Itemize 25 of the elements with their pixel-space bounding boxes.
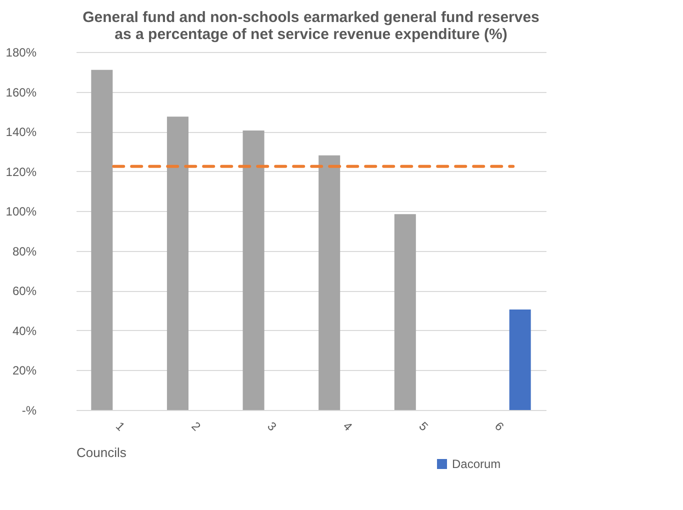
x-tick-label: 6 bbox=[492, 419, 507, 434]
x-tick-label: 5 bbox=[416, 419, 432, 434]
x-axis-title: Councils bbox=[76, 444, 127, 460]
bar bbox=[91, 70, 113, 410]
x-tick-label: 2 bbox=[188, 419, 204, 434]
y-tick-label: -% bbox=[22, 404, 37, 418]
y-tick-label: 100% bbox=[6, 204, 37, 219]
bar bbox=[166, 116, 188, 410]
bar bbox=[394, 214, 416, 410]
chart-title: General fund and non-schools earmarked general fund reserves as a percentage of net service revenue expenditure (%) bbox=[82, 9, 540, 43]
y-tick-label: 120% bbox=[6, 164, 37, 179]
y-tick-label: 180% bbox=[6, 46, 37, 60]
y-tick-label: 80% bbox=[12, 244, 37, 258]
y-tick-label: 60% bbox=[12, 284, 37, 298]
legend-label: Dacorum bbox=[452, 457, 501, 471]
y-tick-label: 40% bbox=[12, 324, 37, 338]
y-tick-label: 160% bbox=[6, 85, 37, 100]
x-tick-label: 3 bbox=[264, 419, 280, 434]
bar bbox=[509, 310, 531, 410]
x-tick-label: 4 bbox=[340, 419, 356, 434]
bar bbox=[242, 130, 264, 410]
x-tick-label: 1 bbox=[113, 419, 128, 434]
bar bbox=[318, 155, 340, 410]
y-tick-label: 140% bbox=[6, 125, 37, 140]
y-tick-label: 20% bbox=[12, 364, 37, 378]
